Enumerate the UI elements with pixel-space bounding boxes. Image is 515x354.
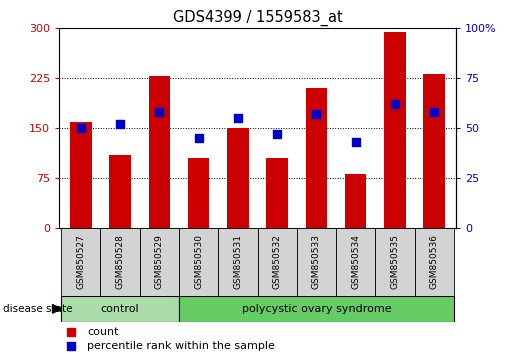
FancyBboxPatch shape bbox=[179, 228, 218, 296]
Bar bbox=[148, 76, 170, 228]
Text: GSM850533: GSM850533 bbox=[312, 234, 321, 290]
Text: GSM850528: GSM850528 bbox=[115, 234, 125, 290]
Bar bbox=[266, 158, 288, 228]
Bar bbox=[109, 155, 131, 228]
Text: GSM850531: GSM850531 bbox=[233, 234, 243, 290]
Point bbox=[67, 343, 75, 349]
Text: GSM850530: GSM850530 bbox=[194, 234, 203, 290]
Text: GSM850527: GSM850527 bbox=[76, 234, 85, 290]
Bar bbox=[188, 158, 210, 228]
Bar bbox=[384, 32, 406, 228]
Text: disease state: disease state bbox=[3, 304, 72, 314]
Text: GSM850535: GSM850535 bbox=[390, 234, 400, 290]
Text: polycystic ovary syndrome: polycystic ovary syndrome bbox=[242, 304, 391, 314]
Text: GSM850529: GSM850529 bbox=[155, 234, 164, 290]
Text: GSM850536: GSM850536 bbox=[430, 234, 439, 290]
FancyBboxPatch shape bbox=[297, 228, 336, 296]
Point bbox=[195, 136, 203, 141]
Point bbox=[273, 131, 281, 137]
FancyBboxPatch shape bbox=[258, 228, 297, 296]
Bar bbox=[345, 174, 367, 228]
Point bbox=[67, 329, 75, 335]
FancyBboxPatch shape bbox=[179, 296, 454, 322]
FancyBboxPatch shape bbox=[61, 296, 179, 322]
Bar bbox=[423, 74, 445, 228]
FancyBboxPatch shape bbox=[61, 228, 100, 296]
Point bbox=[352, 139, 360, 145]
Point bbox=[234, 115, 242, 121]
Point bbox=[116, 121, 124, 127]
FancyBboxPatch shape bbox=[375, 228, 415, 296]
FancyBboxPatch shape bbox=[336, 228, 375, 296]
FancyBboxPatch shape bbox=[140, 228, 179, 296]
Text: count: count bbox=[87, 327, 118, 337]
Bar bbox=[305, 88, 327, 228]
FancyBboxPatch shape bbox=[415, 228, 454, 296]
Text: control: control bbox=[101, 304, 140, 314]
Text: GSM850534: GSM850534 bbox=[351, 234, 360, 290]
Point bbox=[312, 112, 320, 117]
Point bbox=[77, 126, 85, 131]
Text: percentile rank within the sample: percentile rank within the sample bbox=[87, 341, 275, 351]
Bar bbox=[227, 129, 249, 228]
Bar bbox=[70, 122, 92, 228]
Point bbox=[391, 102, 399, 107]
FancyBboxPatch shape bbox=[100, 228, 140, 296]
Point bbox=[430, 109, 438, 115]
Point bbox=[155, 109, 163, 115]
FancyBboxPatch shape bbox=[218, 228, 258, 296]
Text: GSM850532: GSM850532 bbox=[272, 234, 282, 290]
Title: GDS4399 / 1559583_at: GDS4399 / 1559583_at bbox=[173, 9, 342, 25]
